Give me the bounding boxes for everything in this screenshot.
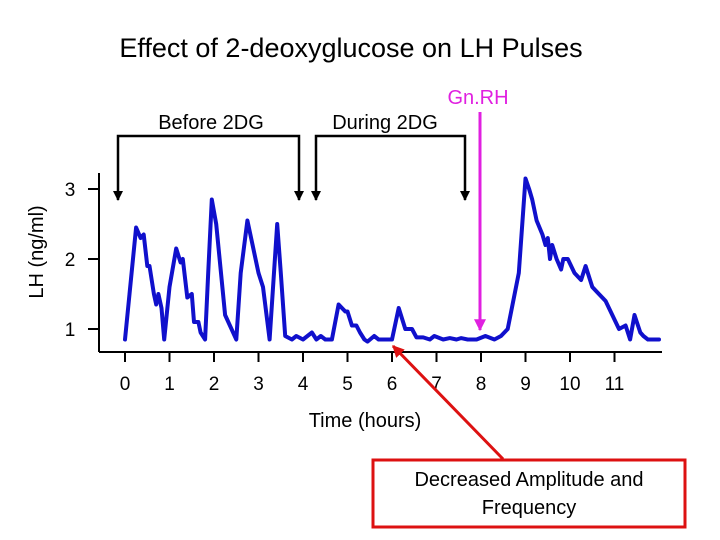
gnrh-marker: Gn.RH [447,87,509,332]
y-tick-label: 3 [65,180,76,201]
x-tick-label: 0 [120,374,131,395]
before-bracket [113,134,304,201]
gnrh-label: Gn.RH [447,87,508,109]
y-axis-label: LH (ng/ml) [26,205,48,298]
callout-line-1: Decreased Amplitude and [414,469,643,491]
before-2dg-label: Before 2DG [158,112,264,134]
lh-series-line [123,176,661,344]
y-tick-label: 1 [65,320,76,341]
x-tick-label: 5 [342,374,353,395]
x-tick-label: 9 [520,374,531,395]
x-tick-label: 6 [387,374,398,395]
callout-line-2: Frequency [482,497,577,519]
y-axis: 1 2 3 [65,173,100,352]
phase-brackets: Before 2DG During 2DG [113,112,470,201]
chart-title: Effect of 2-deoxyglucose on LH Pulses [119,33,582,63]
x-tick-label: 10 [559,374,580,395]
during-2dg-label: During 2DG [332,112,438,134]
x-tick-label: 7 [431,374,442,395]
callout: Decreased Amplitude and Frequency [371,344,687,529]
x-tick-label: 3 [253,374,264,395]
x-tick-label: 11 [605,374,625,395]
x-axis: 0 1 2 3 4 5 6 7 8 9 10 11 [99,351,662,395]
callout-arrow [391,344,505,461]
x-tick-label: 8 [476,374,487,395]
x-axis-label: Time (hours) [309,410,422,432]
during-bracket [311,134,470,201]
y-tick-label: 2 [65,250,76,271]
x-tick-label: 2 [209,374,220,395]
x-tick-label: 4 [298,374,309,395]
x-tick-label: 1 [164,374,175,395]
callout-box [371,458,687,529]
